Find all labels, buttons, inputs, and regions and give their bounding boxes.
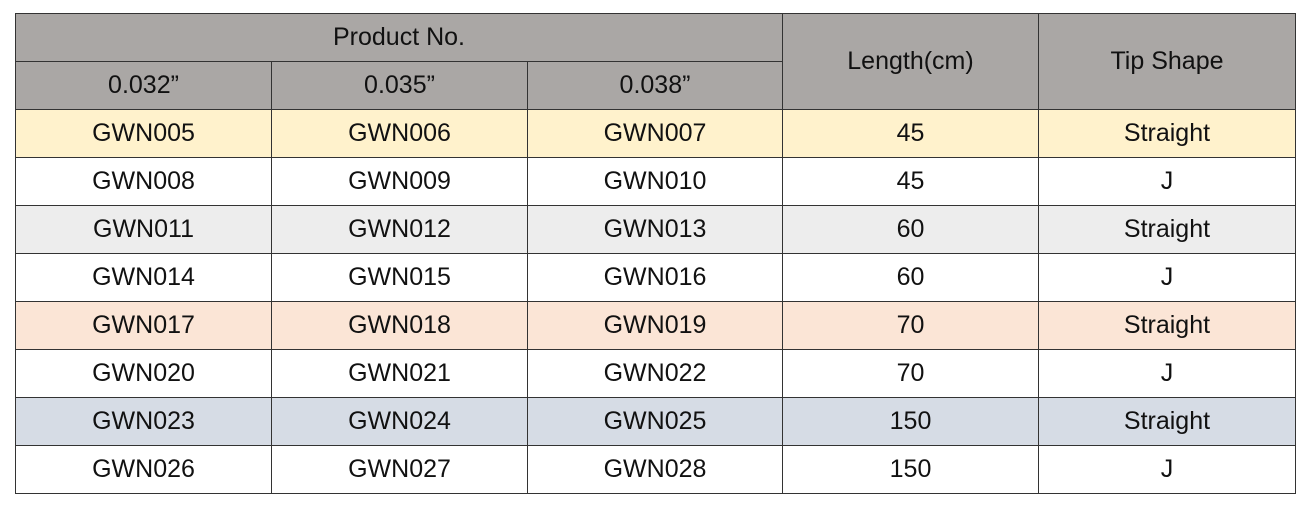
header-cell: Length(cm) <box>782 13 1039 110</box>
table-row: GWN026 GWN027 GWN028 150 J <box>15 445 1296 494</box>
header-cell: Product No. <box>15 13 783 62</box>
table-cell: GWN011 <box>15 205 272 254</box>
table-cell: GWN009 <box>271 157 528 206</box>
table-header: Product No. Length(cm) Tip Shape 0.032” … <box>15 13 1296 110</box>
header-cell: 0.038” <box>527 61 783 110</box>
table-cell: GWN025 <box>527 397 783 446</box>
table-cell: GWN006 <box>271 109 528 158</box>
table-cell: Straight <box>1038 109 1296 158</box>
table-cell: GWN016 <box>527 253 783 302</box>
table-row: GWN017 GWN018 GWN019 70 Straight <box>15 301 1296 350</box>
table-cell: J <box>1038 157 1296 206</box>
table-cell: 150 <box>782 445 1039 494</box>
table-cell: GWN021 <box>271 349 528 398</box>
table-cell: GWN012 <box>271 205 528 254</box>
table-cell: 45 <box>782 157 1039 206</box>
header-row: 0.032” 0.035” 0.038” <box>15 61 1296 110</box>
table-row: GWN011 GWN012 GWN013 60 Straight <box>15 205 1296 254</box>
table-cell: GWN013 <box>527 205 783 254</box>
table-cell: J <box>1038 445 1296 494</box>
header-row: Product No. Length(cm) Tip Shape <box>15 13 1296 110</box>
table-row: GWN005 GWN006 GWN007 45 Straight <box>15 109 1296 158</box>
table-cell: 70 <box>782 301 1039 350</box>
table-cell: GWN028 <box>527 445 783 494</box>
header-cell: Tip Shape <box>1038 13 1296 110</box>
product-table: Product No. Length(cm) Tip Shape 0.032” … <box>15 13 1296 494</box>
header-cell: 0.032” <box>15 61 272 110</box>
table-cell: 60 <box>782 205 1039 254</box>
table-cell: 150 <box>782 397 1039 446</box>
table-cell: 60 <box>782 253 1039 302</box>
table-cell: J <box>1038 253 1296 302</box>
table-cell: GWN014 <box>15 253 272 302</box>
table-cell: 45 <box>782 109 1039 158</box>
table-cell: GWN015 <box>271 253 528 302</box>
table-cell: GWN020 <box>15 349 272 398</box>
table-cell: GWN008 <box>15 157 272 206</box>
table-cell: GWN018 <box>271 301 528 350</box>
table-cell: GWN022 <box>527 349 783 398</box>
table-cell: Straight <box>1038 301 1296 350</box>
table-cell: GWN027 <box>271 445 528 494</box>
table-row: GWN020 GWN021 GWN022 70 J <box>15 349 1296 398</box>
table-row: GWN008 GWN009 GWN010 45 J <box>15 157 1296 206</box>
table-cell: 70 <box>782 349 1039 398</box>
table-cell: GWN017 <box>15 301 272 350</box>
table-row: GWN023 GWN024 GWN025 150 Straight <box>15 397 1296 446</box>
table-cell: GWN005 <box>15 109 272 158</box>
table-cell: GWN026 <box>15 445 272 494</box>
table-cell: GWN019 <box>527 301 783 350</box>
table-cell: GWN024 <box>271 397 528 446</box>
table-cell: J <box>1038 349 1296 398</box>
table-cell: Straight <box>1038 205 1296 254</box>
table-cell: GWN023 <box>15 397 272 446</box>
table-body: GWN005 GWN006 GWN007 45 Straight GWN008 GWN009… <box>15 109 1296 494</box>
table-row: GWN014 GWN015 GWN016 60 J <box>15 253 1296 302</box>
table-cell: Straight <box>1038 397 1296 446</box>
table-cell: GWN007 <box>527 109 783 158</box>
table-cell: GWN010 <box>527 157 783 206</box>
header-cell: 0.035” <box>271 61 528 110</box>
